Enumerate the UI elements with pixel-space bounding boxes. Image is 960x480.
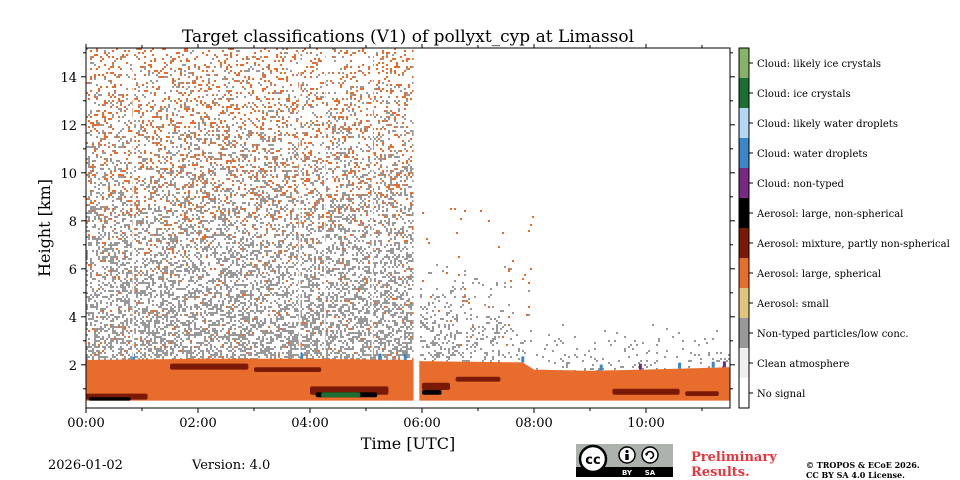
aerosol-patch-4 — [254, 367, 322, 372]
sa-share-alike-icon — [641, 446, 659, 464]
y-axis: 2 4 6 8 10 12 14 — [60, 52, 735, 390]
x-tick-label: 02:00 — [179, 416, 216, 431]
colorbar-swatch — [739, 78, 749, 108]
aerosol-patch-3 — [170, 363, 249, 370]
y-tick-label: 14 — [60, 71, 77, 86]
gap-stripe-2 — [298, 48, 301, 357]
copyright-line-2: CC BY SA 4.0 License. — [806, 470, 905, 480]
colorbar-swatch — [739, 138, 749, 168]
colorbar-swatch — [739, 348, 749, 378]
cloud-marker-8 — [678, 362, 682, 369]
x-tick-label: 04:00 — [291, 416, 328, 431]
x-axis-label: Time [UTC] — [361, 434, 455, 453]
colorbar-swatch — [739, 288, 749, 318]
aerosol-patch-11 — [685, 391, 719, 396]
aerosol-patch-7 — [422, 382, 450, 390]
cloud-marker-3 — [378, 353, 382, 360]
aerosol-patch-9 — [455, 376, 501, 382]
copyright-line-1: © TROPOS & ECoE 2026. — [806, 460, 920, 470]
colorbar-swatch — [739, 228, 749, 258]
colorbar-label: Cloud: ice crystals — [757, 89, 851, 100]
sa-arrow-head — [644, 453, 649, 457]
colorbar-label: Cloud: water droplets — [757, 149, 868, 160]
cloud-ice-patch — [321, 392, 361, 398]
x-axis: 00:00 02:00 04:00 06:00 08:00 10:00 — [67, 44, 703, 431]
colorbar-swatch — [739, 378, 749, 408]
colorbar-label: Aerosol: small — [756, 299, 829, 310]
gap-stripe-4 — [371, 48, 374, 358]
colorbar-swatch — [739, 258, 749, 288]
x-tick-label: 00:00 — [67, 416, 104, 431]
x-tick-label: 06:00 — [403, 416, 440, 431]
colorbar-label: No signal — [757, 389, 805, 400]
y-tick-label: 4 — [69, 311, 77, 326]
gap-stripe-3 — [324, 48, 326, 357]
badge-sa-text: SA — [645, 469, 656, 477]
cloud-marker-2 — [300, 352, 304, 359]
badge-by-text: BY — [622, 469, 633, 477]
preliminary-results-note: Preliminary Results. — [691, 450, 777, 480]
y-tick-label: 2 — [69, 359, 77, 374]
aerosol-patch-8 — [422, 390, 442, 395]
plot-frame — [85, 47, 731, 409]
by-person-head — [625, 449, 629, 454]
x-tick-label: 10:00 — [627, 416, 664, 431]
copyright-note: © TROPOS & ECoE 2026. CC BY SA 4.0 Licen… — [806, 460, 920, 480]
colorbar-swatch — [739, 48, 749, 78]
colorbar-swatch — [739, 108, 749, 138]
cc-icon — [578, 444, 608, 474]
cloud-marker-7 — [638, 363, 642, 370]
colorbar: Cloud: likely ice crystals Cloud: ice cry… — [738, 47, 950, 409]
colorbar-label: Aerosol: mixture, partly non-spherical — [756, 239, 950, 250]
version-label: Version: 4.0 — [192, 458, 271, 473]
aerosol-patch-10 — [612, 388, 680, 395]
y-tick-label: 12 — [60, 119, 77, 134]
y-axis-label: Height [km] — [35, 179, 54, 277]
y-tick-label: 10 — [60, 167, 77, 182]
badge-strip — [576, 467, 673, 477]
colorbar-label: Aerosol: large, spherical — [756, 269, 881, 280]
colorbar-swatch — [739, 168, 749, 198]
cc-by-sa-license-badge[interactable]: cc BY SA — [576, 444, 673, 477]
sa-arrow-arc — [645, 450, 655, 460]
colorbar-swatch — [739, 198, 749, 228]
colorbar-label: Cloud: likely water droplets — [757, 119, 898, 130]
cloud-marker-5 — [521, 356, 525, 363]
aerosol-patch-2 — [88, 397, 131, 401]
colorbar-label: Clean atmosphere — [757, 359, 850, 370]
colorbar-swatch — [739, 318, 749, 348]
by-person-body — [625, 454, 629, 460]
cloud-marker-10 — [722, 361, 726, 368]
cc-icon-text: cc — [585, 453, 600, 468]
colorbar-label: Aerosol: large, non-spherical — [756, 209, 903, 220]
y-tick-label: 8 — [69, 215, 77, 230]
preliminary-line-2: Results. — [691, 465, 750, 480]
colorbar-frame — [738, 47, 750, 409]
below-first-bin — [86, 400, 730, 408]
colorbar-label: Non-typed particles/low conc. — [757, 329, 909, 340]
chart-title: Target classifications (V1) of pollyxt_c… — [182, 27, 634, 47]
data-gap — [413, 48, 420, 408]
colorbar-label: Cloud: likely ice crystals — [757, 59, 881, 70]
cloud-marker-4 — [403, 353, 407, 360]
cloud-marker-6 — [599, 364, 603, 371]
preliminary-line-1: Preliminary — [691, 450, 777, 465]
y-tick-label: 6 — [69, 263, 77, 278]
cloud-marker-9 — [711, 361, 715, 368]
date-label: 2026-01-02 — [48, 458, 123, 473]
x-tick-label: 08:00 — [515, 416, 552, 431]
gap-stripe-1 — [132, 48, 135, 358]
colorbar-label: Cloud: non-typed — [757, 179, 845, 190]
plot-area — [86, 48, 730, 408]
